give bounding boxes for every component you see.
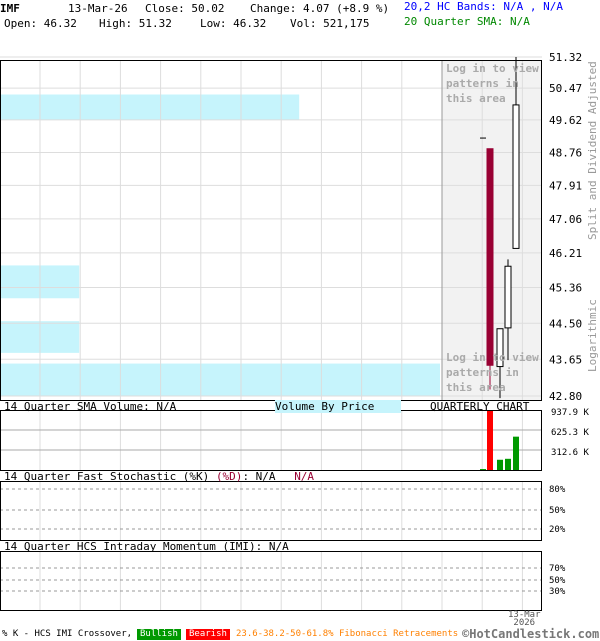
imi-title: 14 Quarter HCS Intraday Momentum (IMI): … <box>4 540 289 553</box>
osc-tick-label: 50% <box>549 576 566 586</box>
panel-border-2 <box>0 481 542 541</box>
vbp-bar-3 <box>0 363 440 396</box>
osc-tick-label: 30% <box>549 587 566 597</box>
symbol: IMF <box>0 2 20 15</box>
watermark-top: Log in to view patterns in this area <box>446 62 539 105</box>
stoch-k-val: : N/A <box>242 470 276 483</box>
bullish-tag: Bullish <box>137 629 181 640</box>
date: 13-Mar-26 <box>68 2 128 15</box>
fib-legend: 23.6-38.2-50-61.8% Fibonacci Retracement… <box>236 629 459 639</box>
panel-border-0 <box>0 60 542 401</box>
stoch-d: (%D) <box>215 470 243 483</box>
watermark-bottom: Log in to view patterns in this area <box>446 351 539 394</box>
y-tick-label: 44.50 <box>549 317 582 330</box>
y-tick-label: 50.47 <box>549 82 582 95</box>
y-tick-label: 48.76 <box>549 147 582 160</box>
candle-body-4 <box>512 104 520 249</box>
vol-tick-label: 937.9 K <box>551 408 590 418</box>
footer-crossover: % K - HCS IMI Crossover, <box>2 629 133 639</box>
volume-bar-1 <box>487 410 493 470</box>
candle-body-3 <box>504 265 512 329</box>
candle-body-2 <box>496 328 504 368</box>
y-tick-label: 49.62 <box>549 114 582 127</box>
volume-bar-2 <box>497 459 503 470</box>
volume-bar-4 <box>513 436 519 470</box>
y-tick-label: 46.21 <box>549 247 582 260</box>
panel-border-3 <box>0 551 542 611</box>
vbp-bar-0 <box>0 94 300 120</box>
x-date: 13-Mar 2026 <box>508 610 541 628</box>
stoch-d-val: N/A <box>294 470 315 483</box>
ylabel-adjusted: Split and Dividend Adjusted <box>586 61 599 240</box>
volume-bar-3 <box>505 458 511 470</box>
bearish-tag: Bearish <box>186 629 230 640</box>
y-tick-label: 47.91 <box>549 179 582 192</box>
candle-body-1 <box>486 148 494 366</box>
change: Change: 4.07 (+8.9 %) <box>250 2 390 15</box>
osc-tick-label: 80% <box>549 485 566 495</box>
x-date-year: 2026 <box>513 618 536 628</box>
vol-tick-label: 625.3 K <box>551 428 590 438</box>
open: Open: 46.32 <box>4 17 77 30</box>
vol-tick-label: 312.6 K <box>551 448 590 458</box>
ylabel-log: Logarithmic <box>586 299 599 372</box>
x-date-day: 13-Mar <box>508 610 541 620</box>
sma: 20 Quarter SMA: N/A <box>404 15 530 28</box>
vol: Vol: 521,175 <box>290 17 370 30</box>
low: Low: 46.32 <box>200 17 267 30</box>
y-tick-label: 51.32 <box>549 51 582 64</box>
y-tick-label: 47.06 <box>549 213 582 226</box>
osc-tick-label: 50% <box>549 506 566 516</box>
bands: 20,2 HC Bands: N/A , N/A <box>404 0 563 13</box>
osc-tick-label: 20% <box>549 525 566 535</box>
chart-title: QUARTERLY CHART <box>430 400 530 413</box>
y-tick-label: 43.65 <box>549 353 582 366</box>
copyright-logo[interactable]: ©HotCandlestick.com <box>462 627 600 641</box>
y-tick-label: 42.80 <box>549 390 582 403</box>
osc-tick-label: 70% <box>549 564 566 574</box>
panel-border-1 <box>0 410 542 471</box>
stoch-title: 14 Quarter Fast Stochastic (%K) (%D): N/… <box>4 470 314 483</box>
stoch-k: 14 Quarter Fast Stochastic (%K) <box>4 470 210 483</box>
high: High: 51.32 <box>99 17 172 30</box>
y-tick-label: 45.36 <box>549 282 582 295</box>
volume-bar-0 <box>480 469 486 470</box>
volume-title: 14 Quarter SMA Volume: N/A <box>4 400 177 413</box>
close: Close: 50.02 <box>145 2 225 15</box>
vbp-label: Volume By Price <box>275 400 401 413</box>
